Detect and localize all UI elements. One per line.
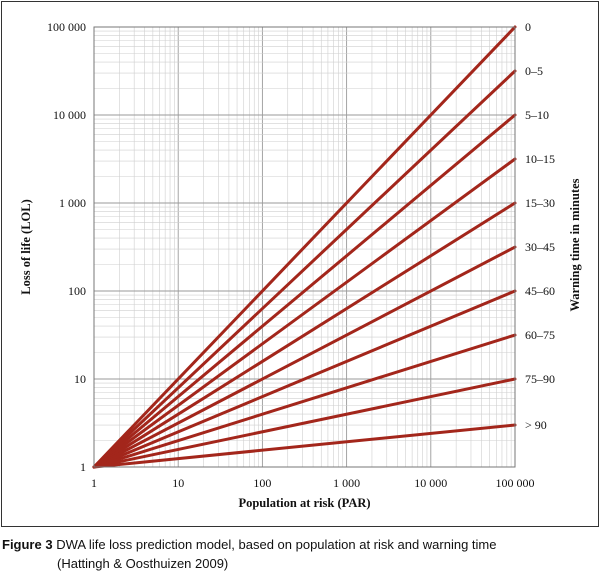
series-line: [92, 25, 517, 469]
series-label: 60–75: [525, 328, 555, 342]
y-tick-label: 100 000: [47, 20, 86, 34]
x-tick-label: 100: [253, 476, 271, 490]
series-label: 5–10: [525, 108, 549, 122]
series-line: [92, 423, 517, 469]
series-label: 0–5: [525, 64, 543, 78]
series-line: [92, 69, 517, 469]
series-line: [92, 245, 517, 469]
series-line: [92, 157, 517, 469]
y-tick-label: 10 000: [53, 108, 86, 122]
series-label: 0: [525, 20, 531, 34]
figure-caption: Figure 3 DWA life loss prediction model,…: [0, 535, 602, 573]
y-tick-labels: 1 10 100 1 000 10 000 100 000: [47, 20, 86, 474]
y-tick-label: 1: [80, 460, 86, 474]
series-label: 30–45: [525, 240, 555, 254]
series-line: [92, 201, 517, 469]
caption-line: Figure 3 DWA life loss prediction model,…: [0, 535, 602, 554]
series-label: > 90: [525, 418, 547, 432]
series-lines: [92, 25, 517, 469]
y-axis-title: Loss of life (LOL): [19, 199, 33, 294]
y-tick-label: 1 000: [59, 196, 86, 210]
series-line: [92, 289, 517, 469]
right-axis-title: Warning time in minutes: [568, 178, 582, 311]
warning-time-labels: 0 0–5 5–10 10–15 15–30 30–45 45–60 60–75 75–90 > …: [525, 20, 555, 432]
x-axis-title: Population at risk (PAR): [238, 496, 370, 510]
series-label: 45–60: [525, 284, 555, 298]
y-tick-label: 10: [74, 372, 86, 386]
series-line: [92, 333, 517, 469]
x-tick-label: 1: [91, 476, 97, 490]
y-tick-label: 100: [68, 284, 86, 298]
x-tick-label: 100 000: [496, 476, 535, 490]
figure-label: Figure 3: [2, 537, 53, 552]
life-loss-chart: 1 10 100 1 000 10 000 100 000 1 10 100 1 000 10 0…: [19, 20, 582, 510]
x-tick-label: 1 000: [333, 476, 360, 490]
series-label: 15–30: [525, 196, 555, 210]
caption-source: (Hattingh & Oosthuizen 2009): [57, 556, 229, 571]
x-tick-label: 10: [172, 476, 184, 490]
caption-text: DWA life loss prediction model, based on…: [52, 537, 497, 552]
plot-border: [93, 26, 516, 468]
series-label: 10–15: [525, 152, 555, 166]
x-tick-labels: 1 10 100 1 000 10 000 100 000: [91, 476, 535, 490]
grid: [93, 27, 515, 468]
series-label: 75–90: [525, 372, 555, 386]
series-line: [92, 113, 517, 469]
x-tick-label: 10 000: [414, 476, 447, 490]
series-line: [92, 377, 517, 469]
